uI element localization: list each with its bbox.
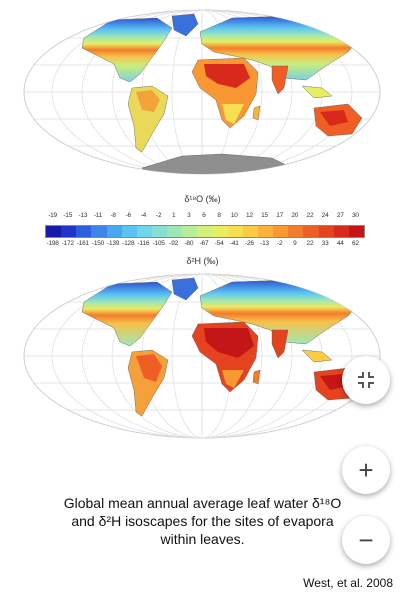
legend-o18-tick: -15 — [63, 212, 73, 219]
legend-color-swatch — [136, 226, 152, 237]
figure-caption: Global mean annual average leaf water δ¹… — [0, 494, 405, 548]
legend-o18-tick: 22 — [306, 212, 314, 219]
legend-color-bar — [45, 225, 365, 238]
fullscreen-exit-icon — [358, 372, 374, 388]
legend-o18-tick: 24 — [321, 212, 329, 219]
legend-h2-tick: 22 — [306, 240, 314, 247]
legend-o18-tick: 3 — [187, 212, 191, 219]
legend-h2-tick: 44 — [336, 240, 344, 247]
legend-color-swatch — [242, 226, 258, 237]
legend-h2-tick: -198 — [46, 240, 59, 247]
legend-h2-tick: -150 — [91, 240, 105, 247]
legend-h2-tick: -2 — [276, 240, 283, 247]
legend-o18-tick: -11 — [93, 212, 103, 219]
legend-o18-tick: 12 — [245, 212, 253, 219]
legend-color-swatch — [91, 226, 107, 237]
legend-color-swatch — [46, 226, 62, 237]
legend-o18-tick: 27 — [336, 212, 344, 219]
legend-o18-ticks: -19 -15 -13 -11 -8 -6 -4 -2 1 3 6 8 10 12 15 17 20 22 24 27… — [45, 212, 363, 219]
minus-icon: − — [358, 524, 374, 555]
legend-color-swatch — [273, 226, 289, 237]
legend-color-swatch — [167, 226, 183, 237]
caption-line-1: Global mean annual average leaf water δ¹… — [63, 495, 342, 511]
legend-title-h2: δ²H (‰) — [186, 256, 219, 266]
legend-title-o18: δ¹⁸O (‰) — [184, 194, 221, 204]
legend-h2-tick: -105 — [152, 240, 165, 247]
legend-o18-tick: -8 — [110, 212, 116, 219]
legend-color-swatch — [182, 226, 198, 237]
caption-line-3: within leaves. — [160, 531, 245, 547]
legend-color-swatch — [151, 226, 168, 237]
legend-h2-tick: -41 — [229, 240, 239, 247]
legend-h2-tick: 33 — [321, 240, 329, 247]
legend-h2-tick: -13 — [260, 240, 269, 247]
legend-o18-tick: 20 — [291, 212, 299, 219]
legend-o18-tick: -13 — [78, 212, 88, 219]
legend-color-swatch — [333, 226, 349, 237]
legend-h2-tick: -80 — [184, 240, 194, 247]
legend-o18-tick: 8 — [217, 212, 221, 219]
legend-o18-tick: 10 — [230, 212, 238, 219]
legend-h2-tick: 62 — [351, 240, 359, 247]
legend-color-swatch — [197, 226, 213, 237]
legend-color-swatch — [61, 226, 77, 237]
legend-h2-tick: -128 — [122, 240, 135, 247]
legend-h2-tick: -54 — [214, 240, 224, 247]
legend-h2-tick: -161 — [76, 240, 89, 247]
leaf-water-h2-map — [23, 273, 381, 439]
plus-icon: + — [358, 454, 374, 485]
legend-o18-tick: 15 — [261, 212, 268, 219]
legend-color-swatch — [121, 226, 137, 237]
legend-color-swatch — [227, 226, 243, 237]
legend-color-swatch — [318, 226, 334, 237]
legend-o18-tick: -6 — [125, 212, 132, 219]
legend-h2-tick: 9 — [293, 240, 297, 247]
legend-color-swatch — [106, 226, 122, 237]
legend-o18-tick: 1 — [171, 212, 176, 219]
legend-color-swatch — [348, 226, 364, 237]
caption-line-2: and δ²H isoscapes for the sites of evapo… — [71, 513, 334, 529]
zoom-out-button[interactable]: − — [342, 516, 390, 564]
legend-o18-tick: 30 — [351, 212, 359, 219]
legend-color-swatch — [76, 226, 92, 237]
legend-color-swatch — [212, 226, 228, 237]
legend-h2-tick: -26 — [245, 240, 254, 247]
exit-fullscreen-button[interactable] — [342, 356, 390, 404]
zoom-in-button[interactable]: + — [342, 446, 390, 494]
legend-h2-tick: -116 — [137, 240, 150, 247]
legend-color-swatch — [288, 226, 304, 237]
legend-h2-tick: -67 — [199, 240, 209, 247]
source-credit: West, et al. 2008 — [303, 576, 393, 590]
legend-color-swatch — [257, 226, 274, 237]
legend-o18-tick: -4 — [140, 212, 147, 219]
legend-o18-tick: -2 — [155, 212, 162, 219]
legend-h2-ticks: -198 -172 -161 -150 -139 -128 -116 -105 -92 -80 -6… — [45, 240, 363, 247]
legend-h2-tick: -139 — [107, 240, 120, 247]
legend-h2-tick: -172 — [61, 240, 74, 247]
legend-o18-tick: 6 — [202, 212, 206, 219]
legend-color-swatch — [303, 226, 319, 237]
legend-h2-tick: -92 — [169, 240, 179, 247]
legend-o18-tick: -19 — [48, 212, 57, 219]
leaf-water-o18-map — [23, 9, 381, 175]
legend-o18-tick: 17 — [276, 212, 284, 219]
